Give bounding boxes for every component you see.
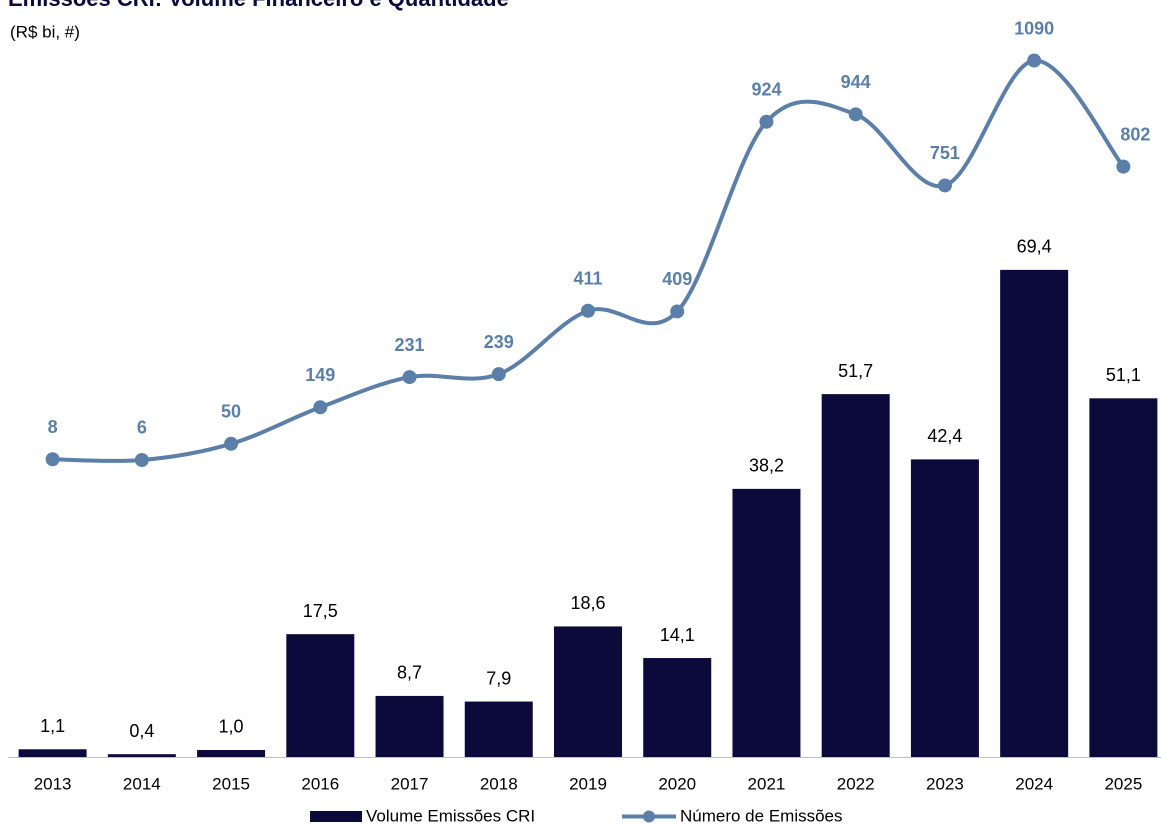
bar xyxy=(375,695,444,757)
data-label: 18,6 xyxy=(570,593,605,613)
data-label: 1,0 xyxy=(219,717,244,737)
line-marker xyxy=(402,370,417,385)
legend-swatch xyxy=(643,810,655,823)
x-tick-label: 2018 xyxy=(480,774,518,793)
x-tick-label: 2021 xyxy=(748,774,786,793)
x-tick-label: 2024 xyxy=(1015,774,1053,793)
data-label: 69,4 xyxy=(1017,237,1052,257)
data-label: 149 xyxy=(305,365,335,385)
data-label: 1,1 xyxy=(40,716,65,736)
data-label: 1090 xyxy=(1014,18,1054,38)
x-tick-label: 2025 xyxy=(1104,774,1142,793)
line-marker xyxy=(1027,53,1042,68)
bar xyxy=(18,749,87,757)
data-label: 14,1 xyxy=(660,625,695,645)
line xyxy=(52,58,1125,463)
line-marker xyxy=(670,304,685,319)
bar xyxy=(1089,398,1158,757)
data-label: 8,7 xyxy=(397,663,422,683)
bar xyxy=(107,754,176,757)
line-marker xyxy=(224,436,239,451)
x-tick-label: 2023 xyxy=(926,774,964,793)
line-marker xyxy=(581,303,595,318)
bar xyxy=(464,701,533,757)
data-label: 944 xyxy=(841,72,871,92)
line-marker xyxy=(491,367,506,382)
data-label: 42,4 xyxy=(927,426,962,446)
x-tick-label: 2014 xyxy=(123,774,161,793)
bar xyxy=(821,394,890,757)
legend-label: Volume Emissões CRI xyxy=(366,806,535,825)
x-tick-label: 2015 xyxy=(212,774,250,793)
data-label: 231 xyxy=(395,335,425,355)
x-tick-label: 2020 xyxy=(658,774,696,793)
data-label: 802 xyxy=(1120,124,1150,144)
bar xyxy=(910,459,979,757)
data-label: 38,2 xyxy=(749,456,784,476)
x-tick-label: 2017 xyxy=(391,774,429,793)
bar xyxy=(554,626,622,757)
x-tick-label: 2022 xyxy=(837,774,875,793)
x-tick-label: 2019 xyxy=(569,774,607,793)
bar xyxy=(197,749,266,757)
data-label: 8 xyxy=(48,417,58,437)
line-marker xyxy=(313,400,328,415)
line-marker xyxy=(45,452,60,467)
line-marker xyxy=(848,107,863,122)
data-label: 6 xyxy=(137,418,147,438)
data-label: 239 xyxy=(484,332,514,352)
bar xyxy=(643,658,712,757)
data-label: 50 xyxy=(221,402,241,422)
line-marker xyxy=(759,114,774,129)
data-label: 751 xyxy=(930,143,960,163)
x-tick-label: 2016 xyxy=(301,774,339,793)
data-label: 17,5 xyxy=(303,601,338,621)
data-label: 411 xyxy=(573,268,602,288)
x-tick-label: 2013 xyxy=(34,774,72,793)
line-marker xyxy=(937,178,952,193)
line-marker xyxy=(134,452,149,467)
chart-subtitle: (R$ bi, #) xyxy=(10,22,80,41)
bar xyxy=(1000,269,1069,757)
bar xyxy=(286,634,355,757)
chart-title: Emissões CRI: Volume Financeiro e Quanti… xyxy=(8,0,509,11)
data-label: 0,4 xyxy=(129,721,154,741)
bar xyxy=(732,488,801,757)
data-label: 51,7 xyxy=(838,361,873,381)
data-label: 51,1 xyxy=(1106,365,1141,385)
data-label: 924 xyxy=(751,79,781,99)
legend-label: Número de Emissões xyxy=(680,806,843,825)
data-label: 409 xyxy=(662,269,692,289)
data-label: 7,9 xyxy=(486,668,511,688)
legend-swatch xyxy=(310,811,362,822)
line-marker xyxy=(1116,159,1131,174)
